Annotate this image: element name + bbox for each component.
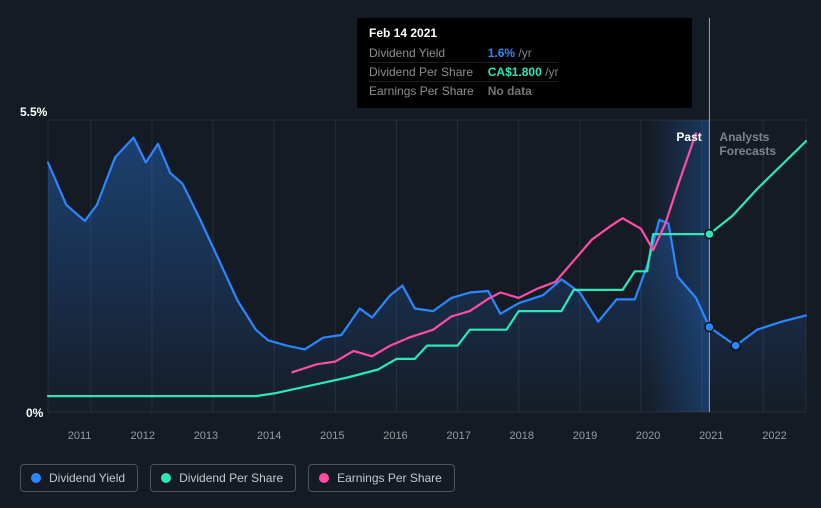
- x-tick-label: 2012: [111, 430, 174, 442]
- x-tick-label: 2022: [743, 430, 806, 442]
- legend-dot-icon: [161, 473, 171, 483]
- region-label-past: Past: [676, 130, 701, 144]
- x-tick-label: 2011: [48, 430, 111, 442]
- chart-tooltip: Feb 14 2021 Dividend Yield1.6% /yrDivide…: [357, 18, 692, 108]
- tooltip-row-value: CA$1.800 /yr: [488, 63, 559, 82]
- x-axis-labels: 2011201220132014201520162017201820192020…: [48, 430, 806, 442]
- y-axis-min-label: 0%: [26, 406, 43, 420]
- tooltip-date: Feb 14 2021: [369, 26, 680, 40]
- tooltip-row-value: No data: [488, 82, 559, 101]
- region-label-forecast: Analysts Forecasts: [719, 130, 821, 158]
- x-tick-label: 2020: [617, 430, 680, 442]
- legend-item-dividend_per_share[interactable]: Dividend Per Share: [150, 464, 296, 492]
- y-axis-max-label: 5.5%: [20, 105, 47, 119]
- dividend-chart: 5.5% 0% 20112012201320142015201620172018…: [0, 0, 821, 508]
- tooltip-row-label: Earnings Per Share: [369, 82, 488, 101]
- x-tick-label: 2018: [490, 430, 553, 442]
- legend-label: Earnings Per Share: [337, 471, 442, 485]
- tooltip-row-label: Dividend Yield: [369, 44, 488, 63]
- legend-item-earnings_per_share[interactable]: Earnings Per Share: [308, 464, 455, 492]
- tooltip-row-label: Dividend Per Share: [369, 63, 488, 82]
- x-tick-label: 2015: [301, 430, 364, 442]
- legend-dot-icon: [319, 473, 329, 483]
- x-tick-label: 2013: [174, 430, 237, 442]
- legend-label: Dividend Per Share: [179, 471, 283, 485]
- x-tick-label: 2021: [680, 430, 743, 442]
- legend-label: Dividend Yield: [49, 471, 125, 485]
- chart-legend: Dividend Yield Dividend Per Share Earnings…: [20, 464, 455, 492]
- x-tick-label: 2014: [238, 430, 301, 442]
- legend-item-dividend_yield[interactable]: Dividend Yield: [20, 464, 138, 492]
- legend-dot-icon: [31, 473, 41, 483]
- x-tick-label: 2019: [553, 430, 616, 442]
- x-tick-label: 2017: [427, 430, 490, 442]
- tooltip-row-value: 1.6% /yr: [488, 44, 559, 63]
- x-tick-label: 2016: [364, 430, 427, 442]
